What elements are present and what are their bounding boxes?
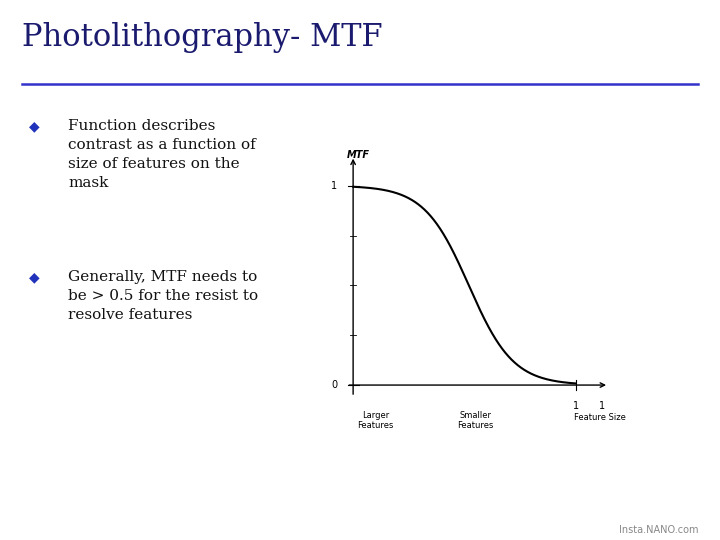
Text: ◆: ◆ — [29, 119, 40, 133]
Text: Generally, MTF needs to
be > 0.5 for the resist to
resolve features: Generally, MTF needs to be > 0.5 for the… — [68, 270, 258, 322]
Text: Smaller
Features: Smaller Features — [457, 411, 494, 430]
Text: Larger
Features: Larger Features — [357, 411, 394, 430]
Text: Photolithography- MTF: Photolithography- MTF — [22, 22, 382, 52]
Text: 1: 1 — [331, 181, 338, 191]
Text: ◆: ◆ — [29, 270, 40, 284]
Text: Function describes
contrast as a function of
size of features on the
mask: Function describes contrast as a functio… — [68, 119, 256, 190]
Text: Insta.NANO.com: Insta.NANO.com — [619, 524, 698, 535]
Text: Feature Size: Feature Size — [574, 413, 626, 422]
Text: MTF: MTF — [346, 150, 369, 160]
Text: 1: 1 — [599, 401, 606, 411]
Text: 1: 1 — [572, 401, 579, 411]
Text: 0: 0 — [331, 380, 338, 390]
